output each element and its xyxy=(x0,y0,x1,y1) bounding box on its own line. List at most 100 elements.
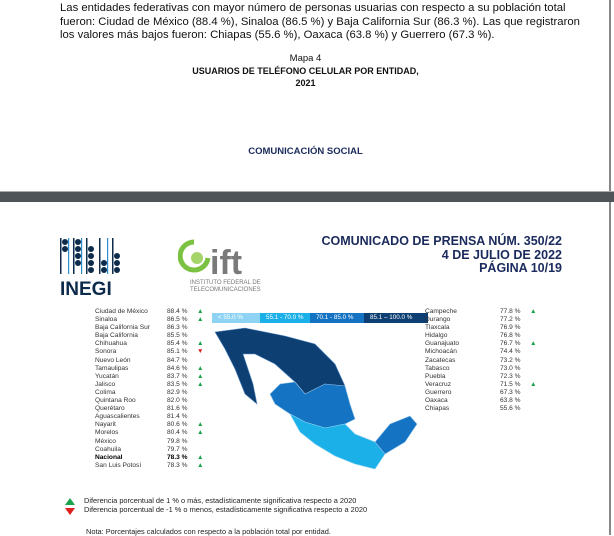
state-value: 81.6 % xyxy=(167,405,188,413)
map-region-north xyxy=(214,327,346,405)
state-name: Nayarit xyxy=(95,421,116,429)
state-value: 84.7 % xyxy=(167,356,188,364)
up-triangle-icon: ▲ xyxy=(530,340,537,348)
table-row: Sonora 85.1 % ▼ xyxy=(95,348,204,356)
left-table: Ciudad de México 88.4 % ▲ Sinaloa 86.5 % ▲ Baj… xyxy=(95,308,204,470)
state-name: Baja California Sur xyxy=(95,324,150,332)
up-triangle-icon: ▲ xyxy=(197,453,204,461)
state-name: Campeche xyxy=(425,308,457,315)
table-row: Veracruz 71.5 % ▲ xyxy=(425,381,537,389)
map-label: Mapa 4 xyxy=(289,53,322,64)
state-name: Nuevo León xyxy=(95,356,131,364)
state-name: Tlaxcala xyxy=(425,324,450,332)
up-triangle-icon: ▲ xyxy=(197,364,204,372)
state-name: Colima xyxy=(95,388,116,396)
state-value: 79.8 % xyxy=(167,437,188,445)
ift-subtitle: INSTITUTO FEDERAL DE TELECOMUNICACIONES xyxy=(190,280,261,293)
paragraph: Las entidades federativas con mayor núme… xyxy=(60,2,580,41)
state-value: 73.0 % xyxy=(500,364,521,372)
legend-item: 70.1 - 85.0 % xyxy=(310,313,364,323)
legend-item: 85.1 – 100.0 % xyxy=(364,313,428,323)
state-value: 88.4 % xyxy=(167,308,188,315)
state-value: 79.7 % xyxy=(167,445,188,453)
state-value: 85.4 % xyxy=(167,340,188,348)
state-name: Morelos xyxy=(95,429,119,437)
svg-text:INEGI: INEGI xyxy=(60,279,112,296)
page-footer: COMUNICACIÓN SOCIAL xyxy=(248,146,363,157)
table-row: Tabasco 73.0 % xyxy=(425,365,537,373)
up-triangle-icon: ▲ xyxy=(197,308,204,315)
state-value: 78.3 % xyxy=(167,461,188,469)
map-title: Usuarios de teléfono celular por entidad… xyxy=(192,66,419,76)
legend-item: < 55.0 % xyxy=(212,313,260,323)
table-row: Nayarit 80.6 % ▲ xyxy=(95,421,204,429)
state-value: 82.0 % xyxy=(167,397,188,405)
state-value: 77.2 % xyxy=(500,316,521,324)
table-row: Coahuila 79.7 % xyxy=(95,446,204,454)
state-name: Michoacán xyxy=(425,348,457,356)
press-date: 4 DE JULIO DE 2022 xyxy=(441,247,562,262)
down-triangle-icon: ▼ xyxy=(197,348,204,356)
state-name: Sinaloa xyxy=(95,316,117,324)
table-row: Baja California 85.5 % xyxy=(95,332,204,340)
state-value: 81.4 % xyxy=(167,413,188,421)
state-name: Ciudad de México xyxy=(95,308,148,315)
state-value: 77.8 % xyxy=(500,308,521,315)
state-value: 67.3 % xyxy=(500,388,521,396)
up-triangle-icon xyxy=(65,498,75,505)
state-value: 55.6 % xyxy=(500,405,521,413)
state-name: Tabasco xyxy=(425,364,450,372)
table-row: Michoacán 74.4 % xyxy=(425,348,537,356)
legend-notes: Diferencia porcentual de 1 % o más, esta… xyxy=(84,496,367,514)
state-value: 73.2 % xyxy=(500,356,521,364)
up-triangle-icon: ▲ xyxy=(197,380,204,388)
state-name: Jalisco xyxy=(95,380,116,388)
table-row: Querétaro 81.6 % xyxy=(95,405,204,413)
legend-item: 55.1 - 70.0 % xyxy=(260,313,310,323)
state-name: Veracruz xyxy=(425,380,452,388)
map-year: 2021 xyxy=(295,78,316,88)
state-value: 76.9 % xyxy=(500,324,521,332)
state-value: 78.3 % xyxy=(167,453,188,461)
table-row: Morelos 80.4 % ▲ xyxy=(95,429,204,437)
state-name: Guanajuato xyxy=(425,340,460,348)
state-value: 76.8 % xyxy=(500,332,521,340)
table-row: San Luis Potosí 78.3 % ▲ xyxy=(95,462,204,470)
table-row: Jalisco 83.5 % ▲ xyxy=(95,381,204,389)
press-number: COMUNICADO DE PRENSA NÚM. 350/22 xyxy=(321,234,562,248)
state-name: Querétaro xyxy=(95,405,125,413)
state-name: Yucatán xyxy=(95,372,119,380)
table-row: Chiapas 55.6 % xyxy=(425,405,537,413)
up-triangle-icon: ▲ xyxy=(197,316,204,324)
table-row: Puebla 72.3 % xyxy=(425,373,537,381)
note-down: Diferencia porcentual de -1 % o menos, e… xyxy=(84,505,368,514)
state-value: 85.5 % xyxy=(167,332,188,340)
state-value: 83.7 % xyxy=(167,372,188,380)
state-name: Oaxaca xyxy=(425,397,448,405)
state-name: Quintana Roo xyxy=(95,397,136,405)
state-value: 74.4 % xyxy=(500,348,521,356)
up-triangle-icon: ▲ xyxy=(197,421,204,429)
state-name: Aguascalientes xyxy=(95,413,140,421)
page-number: PÁGINA 10/19 xyxy=(479,261,562,275)
state-value: 86.5 % xyxy=(167,316,188,324)
ift-logo: ift INSTITUTO FEDERAL DE TELECOMUNICACIO… xyxy=(177,236,268,293)
state-value: 86.3 % xyxy=(167,324,188,332)
table-row: Ciudad de México 88.4 % ▲ xyxy=(95,308,204,316)
up-triangle-icon: ▲ xyxy=(197,372,204,380)
state-name: San Luis Potosí xyxy=(95,461,142,469)
table-row: México 79.8 % xyxy=(95,438,204,446)
state-name: Guerrero xyxy=(425,388,452,396)
state-name: Hidalgo xyxy=(425,332,448,340)
table-row: Guanajuato 76.7 % ▲ xyxy=(425,340,537,348)
page-2: INEGI ift INSTITUTO FEDERAL DE TELECOMUN… xyxy=(0,202,611,536)
page-separator xyxy=(0,191,614,202)
table-row: Chihuahua 85.4 % ▲ xyxy=(95,340,204,348)
state-name: Coahuila xyxy=(95,445,122,453)
state-name: Puebla xyxy=(425,372,446,380)
table-row: Hidalgo 76.8 % xyxy=(425,332,537,340)
press-header: COMUNICADO DE PRENSA NÚM. 350/22 4 DE JU… xyxy=(321,234,562,276)
state-name: Tamaulipas xyxy=(95,364,129,372)
state-value: 85.1 % xyxy=(167,348,188,356)
state-value: 80.6 % xyxy=(167,421,188,429)
